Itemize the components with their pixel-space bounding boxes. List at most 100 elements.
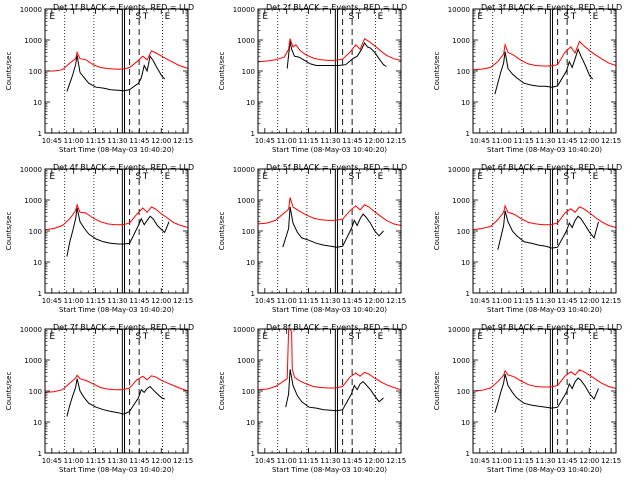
region-marker-label: S	[135, 172, 141, 182]
x-tick-label: 11:15	[298, 297, 318, 305]
region-marker-label: T	[142, 332, 149, 342]
y-tick-label: 1	[38, 290, 42, 298]
x-tick-label: 12:00	[579, 457, 599, 465]
x-tick-label: 11:45	[557, 457, 577, 465]
lld-series-line	[45, 50, 189, 72]
y-tick-label: 1	[466, 290, 470, 298]
y-tick-label: 100	[242, 68, 255, 76]
y-tick-label: 100	[29, 68, 42, 76]
y-tick-label: 100	[457, 68, 470, 76]
events-series-line	[66, 378, 165, 417]
events-series-line	[494, 373, 599, 413]
x-tick-label: 11:30	[320, 297, 340, 305]
x-axis-label: Start Time (08-May-03 10:40:20)	[272, 466, 387, 474]
region-marker-label: E	[262, 172, 268, 182]
x-axis-label: Start Time (08-May-03 10:40:20)	[59, 146, 174, 154]
y-tick-label: 1000	[452, 197, 470, 205]
x-tick-label: 11:45	[557, 137, 577, 145]
y-tick-label: 10000	[233, 166, 255, 174]
y-tick-label: 10000	[20, 326, 42, 334]
region-marker-label: E	[593, 12, 599, 22]
y-tick-label: 10000	[448, 6, 470, 14]
x-axis-label: Start Time (08-May-03 10:40:20)	[487, 466, 602, 474]
lld-series-line	[44, 374, 189, 393]
region-marker-label: S	[135, 12, 141, 22]
events-series-line	[286, 41, 387, 69]
y-tick-label: 1	[466, 450, 470, 458]
x-tick-label: 11:15	[85, 137, 105, 145]
panel-title: Det 6f BLACK = Events, RED = LLD	[481, 163, 622, 172]
x-tick-label: 10:45	[42, 137, 62, 145]
x-tick-label: 11:00	[277, 137, 297, 145]
y-tick-label: 1	[251, 130, 255, 138]
y-tick-label: 1000	[452, 357, 470, 365]
lld-series-line	[257, 37, 402, 63]
region-marker-label: E	[477, 12, 483, 22]
x-tick-label: 11:15	[513, 297, 533, 305]
x-tick-label: 12:15	[601, 297, 621, 305]
x-tick-label: 11:30	[107, 297, 127, 305]
x-tick-label: 11:15	[298, 137, 318, 145]
y-tick-label: 10	[246, 419, 255, 427]
y-axis-label: Counts/sec	[5, 372, 13, 411]
y-tick-label: 1000	[24, 197, 42, 205]
x-tick-label: 12:00	[151, 137, 171, 145]
x-tick-label: 11:45	[342, 137, 362, 145]
y-axis-label: Counts/sec	[218, 212, 226, 251]
x-tick-label: 11:45	[342, 457, 362, 465]
region-marker-label: E	[593, 172, 599, 182]
x-tick-label: 11:00	[64, 457, 84, 465]
region-marker-label: E	[593, 332, 599, 342]
y-axis-label: Counts/sec	[433, 52, 441, 91]
events-series-line	[66, 207, 170, 257]
x-tick-label: 11:15	[513, 137, 533, 145]
plot-frame	[472, 328, 617, 454]
x-tick-label: 11:00	[277, 457, 297, 465]
x-tick-label: 12:15	[601, 457, 621, 465]
region-marker-label: E	[378, 332, 384, 342]
x-axis-label: Start Time (08-May-03 10:40:20)	[59, 466, 174, 474]
x-tick-label: 11:45	[557, 297, 577, 305]
region-marker-label: T	[142, 172, 149, 182]
region-marker-label: E	[378, 172, 384, 182]
y-tick-label: 1	[251, 450, 255, 458]
x-tick-label: 11:45	[129, 137, 149, 145]
x-tick-label: 12:00	[364, 137, 384, 145]
y-tick-label: 10000	[233, 6, 255, 14]
y-tick-label: 10	[461, 419, 470, 427]
x-tick-label: 11:15	[298, 457, 318, 465]
events-series-line	[494, 47, 594, 95]
region-marker-label: T	[355, 172, 362, 182]
x-tick-label: 12:00	[364, 297, 384, 305]
y-tick-label: 10	[33, 419, 42, 427]
y-axis-label: Counts/sec	[433, 212, 441, 251]
y-tick-label: 1000	[237, 357, 255, 365]
y-tick-label: 100	[29, 228, 42, 236]
panel-title: Det 8f BLACK = Events, RED = LLD	[266, 323, 407, 332]
y-tick-label: 10	[33, 99, 42, 107]
plot-frame	[257, 168, 402, 294]
region-marker-label: E	[49, 332, 55, 342]
x-tick-label: 11:30	[535, 457, 555, 465]
panel-title: Det 4f BLACK = Events, RED = LLD	[53, 163, 194, 172]
x-tick-label: 11:00	[277, 297, 297, 305]
y-axis-label: Counts/sec	[5, 212, 13, 251]
lld-series-line	[257, 197, 402, 226]
region-marker-label: E	[378, 12, 384, 22]
y-tick-label: 100	[457, 388, 470, 396]
x-tick-label: 11:30	[107, 137, 127, 145]
y-tick-label: 10000	[20, 166, 42, 174]
y-tick-label: 1	[38, 130, 42, 138]
x-tick-label: 11:30	[535, 137, 555, 145]
y-axis-label: Counts/sec	[5, 52, 13, 91]
panel-title: Det 5f BLACK = Events, RED = LLD	[266, 163, 407, 172]
y-axis-label: Counts/sec	[218, 372, 226, 411]
y-tick-label: 100	[242, 388, 255, 396]
region-marker-label: E	[165, 332, 171, 342]
plot-frame	[257, 328, 402, 454]
x-tick-label: 11:15	[85, 457, 105, 465]
